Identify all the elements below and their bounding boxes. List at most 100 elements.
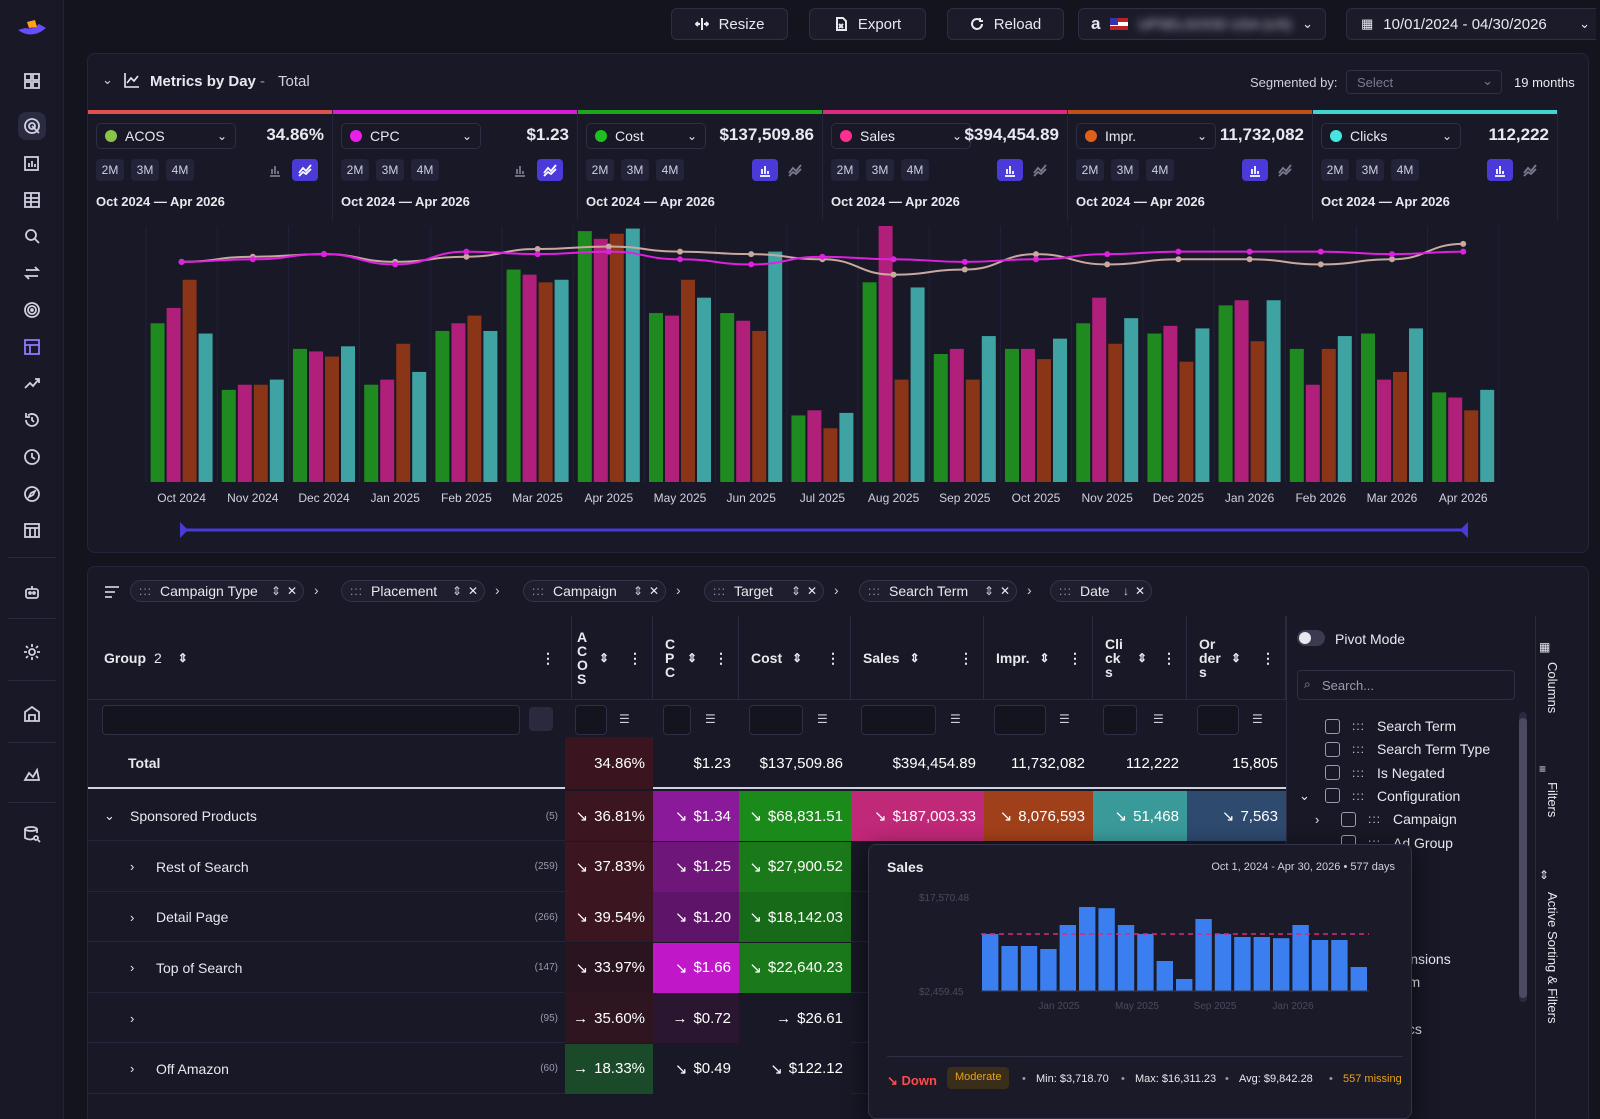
sort-toggle-icon[interactable]: ⇕: [599, 651, 610, 665]
table-row[interactable]: › Rest of Search (259) ↘ 37.83% ↘ $1.25 ↘ $27,90…: [88, 841, 1286, 892]
group-panel-icon[interactable]: [104, 585, 120, 599]
range-slider-start-handle[interactable]: [180, 522, 188, 538]
bar-impr-9[interactable]: [823, 428, 838, 482]
column-list-item[interactable]: ::: Search Term: [1325, 715, 1456, 737]
point-cpc-8[interactable]: [748, 261, 755, 268]
bar-impr-4[interactable]: [467, 315, 482, 482]
column-list-item[interactable]: ::: Search Term Type: [1325, 738, 1490, 760]
bar-clicks-4[interactable]: [483, 330, 498, 482]
cell-cost[interactable]: ↘ $68,831.51: [739, 791, 851, 841]
column-menu-icon[interactable]: ⋮: [628, 649, 642, 666]
metric-select[interactable]: Clicks ⌄: [1321, 123, 1461, 149]
chevron-right-icon[interactable]: ›: [130, 1010, 135, 1026]
bar-clicks-6[interactable]: [625, 228, 640, 482]
bar-cost-14[interactable]: [1147, 333, 1162, 482]
point-cpc-0[interactable]: [178, 258, 185, 265]
point-cpc-10[interactable]: [890, 256, 897, 263]
reports-add-icon[interactable]: [18, 149, 46, 177]
metric-select[interactable]: ACOS ⌄: [96, 123, 236, 149]
column-filter-input[interactable]: [575, 705, 607, 735]
drag-handle-icon[interactable]: :::: [1059, 584, 1073, 598]
drag-handle-icon[interactable]: :::: [1352, 788, 1366, 803]
group-column-header[interactable]: Group 2 ⇕ ⋮: [88, 616, 572, 700]
bar-impr-12[interactable]: [1037, 359, 1051, 482]
column-header-clicks[interactable]: Clicks ⇕ ⋮: [1093, 616, 1187, 700]
bar-impr-3[interactable]: [396, 343, 411, 482]
point-acos-16[interactable]: [1317, 261, 1324, 268]
bar-sales-11[interactable]: [949, 348, 964, 482]
chevron-right-icon[interactable]: ›: [1315, 811, 1320, 827]
column-header-impr[interactable]: Impr. ⇕ ⋮: [984, 616, 1093, 700]
bar-sales-16[interactable]: [1305, 384, 1320, 482]
bar-impr-17[interactable]: [1393, 371, 1407, 482]
bar-clicks-7[interactable]: [697, 297, 711, 482]
metric-select[interactable]: Impr. ⌄: [1076, 123, 1216, 149]
bar-sales-0[interactable]: [166, 307, 181, 482]
range-button-2m[interactable]: 2M: [831, 159, 859, 181]
filter-icon[interactable]: ☰: [705, 712, 716, 726]
chevron-right-icon[interactable]: ›: [130, 859, 135, 874]
metric-select[interactable]: CPC ⌄: [341, 123, 481, 149]
chip-remove-icon[interactable]: ✕: [467, 584, 478, 598]
bar-clicks-12[interactable]: [1053, 338, 1067, 482]
chevron-down-icon[interactable]: ⌄: [104, 808, 115, 823]
column-menu-icon[interactable]: ⋮: [1162, 649, 1176, 666]
filter-menu-button[interactable]: [529, 707, 553, 731]
chip-remove-icon[interactable]: ✕: [648, 584, 659, 598]
range-button-4m[interactable]: 4M: [1391, 159, 1419, 181]
checkbox[interactable]: [1325, 741, 1340, 757]
line-chart-toggle-icon[interactable]: [292, 159, 318, 181]
line-chart-toggle-icon[interactable]: [1027, 159, 1053, 181]
drag-handle-icon[interactable]: :::: [1352, 742, 1366, 757]
bar-cost-7[interactable]: [649, 313, 663, 482]
column-menu-icon[interactable]: ⋮: [541, 649, 555, 666]
bar-cost-16[interactable]: [1289, 348, 1304, 482]
cell-acos[interactable]: → 35.60%: [565, 993, 653, 1043]
bar-clicks-0[interactable]: [198, 333, 213, 482]
column-list-item[interactable]: ›::: Campaign: [1315, 808, 1457, 830]
date-range-picker[interactable]: ▦ 10/01/2024 - 04/30/2026 ⌄: [1346, 8, 1596, 40]
bar-cost-6[interactable]: [577, 231, 592, 482]
drag-handle-icon[interactable]: :::: [350, 584, 364, 598]
point-cpc-17[interactable]: [1389, 251, 1395, 258]
range-button-3m[interactable]: 3M: [621, 159, 649, 181]
resize-button[interactable]: Resize: [671, 8, 788, 40]
calendar-table-icon[interactable]: [18, 516, 46, 544]
range-button-2m[interactable]: 2M: [341, 159, 369, 181]
range-button-3m[interactable]: 3M: [1356, 159, 1384, 181]
column-header-acos[interactable]: ACOS ⇕ ⋮: [565, 616, 653, 700]
bar-sales-1[interactable]: [237, 384, 252, 482]
search-icon[interactable]: [18, 222, 46, 250]
bar-cost-5[interactable]: [506, 269, 521, 482]
filter-icon[interactable]: ☰: [950, 712, 961, 726]
chip-sort-icon[interactable]: ↓: [1123, 584, 1129, 598]
drag-handle-icon[interactable]: :::: [713, 584, 727, 598]
bar-chart-toggle-icon[interactable]: [507, 159, 533, 181]
point-acos-14[interactable]: [1175, 256, 1182, 263]
database-search-icon[interactable]: [18, 820, 46, 848]
bar-clicks-14[interactable]: [1195, 328, 1210, 482]
cell-clicks[interactable]: ↘ 51,468: [1093, 791, 1187, 841]
drag-handle-icon[interactable]: :::: [139, 584, 153, 598]
cell-acos[interactable]: ↘ 39.54%: [565, 892, 653, 942]
column-header-cost[interactable]: Cost ⇕ ⋮: [739, 616, 851, 700]
compass-icon[interactable]: [18, 480, 46, 508]
drag-handle-icon[interactable]: :::: [1352, 765, 1366, 780]
range-button-4m[interactable]: 4M: [411, 159, 439, 181]
filter-icon[interactable]: ☰: [1153, 712, 1164, 726]
column-menu-icon[interactable]: ⋮: [714, 649, 728, 666]
column-menu-icon[interactable]: ⋮: [826, 649, 840, 666]
cell-cost[interactable]: ↘ $22,640.23: [739, 942, 851, 993]
line-chart-toggle-icon[interactable]: [537, 159, 563, 181]
point-cpc-14[interactable]: [1175, 248, 1182, 255]
range-button-4m[interactable]: 4M: [1146, 159, 1174, 181]
point-cpc-9[interactable]: [819, 253, 826, 260]
table-row[interactable]: › Detail Page (266) ↘ 39.54% ↘ $1.20 ↘ $18,142.0…: [88, 892, 1286, 942]
sort-toggle-icon[interactable]: ⇕: [1039, 651, 1050, 665]
export-button[interactable]: Export: [809, 8, 926, 40]
clock-icon[interactable]: [18, 443, 46, 471]
bar-sales-18[interactable]: [1448, 397, 1463, 482]
bar-clicks-3[interactable]: [412, 371, 427, 482]
bar-sales-12[interactable]: [1021, 348, 1035, 482]
bar-clicks-1[interactable]: [269, 379, 284, 482]
